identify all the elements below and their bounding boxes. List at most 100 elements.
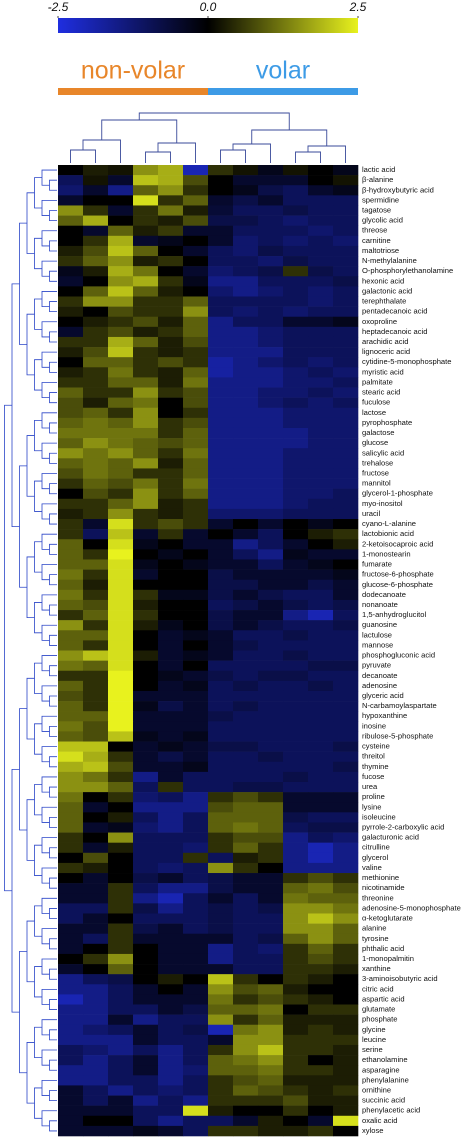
heatmap-cell	[108, 599, 134, 611]
heatmap-cell	[233, 235, 259, 247]
heatmap-cell	[183, 529, 209, 540]
heatmap-cell	[233, 245, 259, 257]
heatmap-cell	[158, 873, 184, 884]
heatmap-cell	[283, 711, 309, 722]
heatmap-cell	[333, 822, 359, 833]
heatmap-cell	[108, 701, 134, 712]
heatmap-cell	[333, 296, 359, 307]
heatmap-cell	[308, 1075, 334, 1086]
heatmap-cell	[283, 235, 309, 247]
heatmap-cell	[333, 508, 359, 520]
row-label: glyceric acid	[362, 691, 404, 700]
heatmap-cell	[158, 347, 184, 358]
heatmap-cell	[183, 751, 209, 763]
heatmap-cell	[283, 367, 309, 378]
heatmap-cell	[233, 852, 259, 864]
heatmap-cell	[58, 974, 84, 985]
heatmap-cell	[58, 559, 84, 570]
heatmap-cell	[108, 1055, 134, 1066]
row-label: serine	[362, 1045, 383, 1054]
heatmap-cell	[258, 781, 284, 793]
heatmap-cell	[308, 276, 334, 287]
heatmap-cell	[258, 589, 284, 601]
row-label: phenylalanine	[362, 1075, 409, 1084]
row-label: α-ketoglutarate	[362, 914, 413, 923]
heatmap-cell	[58, 903, 84, 914]
heatmap-cell	[83, 1095, 109, 1106]
heatmap-cell	[158, 640, 184, 651]
heatmap-cell	[283, 792, 309, 803]
heatmap-cell	[258, 1024, 284, 1036]
heatmap-cell	[183, 620, 209, 631]
heatmap-cell	[208, 610, 234, 621]
heatmap-cell	[233, 660, 259, 672]
heatmap-cell	[258, 852, 284, 864]
heatmap-cell	[58, 286, 84, 297]
heatmap-cell	[133, 326, 159, 338]
heatmap-cell	[183, 842, 209, 854]
row-dendrogram	[4, 169, 57, 1132]
heatmap-cell	[158, 377, 184, 388]
heatmap-cell	[108, 1095, 134, 1106]
heatmap-cell	[258, 711, 284, 722]
heatmap-cell	[258, 427, 284, 439]
heatmap-cell	[158, 1075, 184, 1086]
heatmap-cell	[158, 761, 184, 773]
heatmap-cell	[58, 812, 84, 823]
heatmap-cell	[233, 185, 259, 196]
heatmap-cell	[183, 205, 209, 216]
heatmap-cell	[183, 1004, 209, 1015]
heatmap-cell	[183, 1044, 209, 1056]
heatmap-cell	[258, 933, 284, 945]
heatmap-cell	[233, 326, 259, 338]
row-label: trehalose	[362, 458, 393, 467]
heatmap-cell	[83, 296, 109, 307]
heatmap-cell	[158, 316, 184, 328]
heatmap-cell	[183, 519, 209, 530]
heatmap-cell	[133, 721, 159, 732]
heatmap-cell	[283, 1024, 309, 1036]
heatmap-cell	[183, 266, 209, 277]
heatmap-cell	[308, 438, 334, 449]
heatmap-cell	[158, 478, 184, 489]
heatmap-cell	[258, 964, 284, 975]
heatmap-cell	[308, 1105, 334, 1117]
heatmap-cell	[208, 893, 234, 904]
heatmap-cell	[83, 852, 109, 864]
heatmap-cell	[183, 347, 209, 358]
heatmap-cell	[308, 620, 334, 631]
heatmap-cell	[158, 883, 184, 894]
heatmap-cell	[208, 185, 234, 196]
heatmap-cell	[83, 1105, 109, 1117]
heatmap-cell	[283, 458, 309, 469]
heatmap-cell	[183, 1055, 209, 1066]
heatmap-cell	[83, 579, 109, 591]
row-label: pyruvate	[362, 661, 391, 670]
heatmap-cell	[183, 802, 209, 813]
row-label: fuculose	[362, 398, 390, 407]
heatmap-cell	[58, 893, 84, 904]
heatmap-cell	[133, 923, 159, 935]
heatmap-cell	[308, 306, 334, 318]
heatmap-cell	[83, 559, 109, 570]
heatmap-cell	[83, 873, 109, 884]
heatmap-cell	[333, 427, 359, 439]
row-label: galactose	[362, 428, 395, 437]
heatmap-cell	[58, 832, 84, 843]
heatmap-cell	[233, 792, 259, 803]
row-label: citrulline	[362, 843, 390, 852]
heatmap-cell	[58, 842, 84, 854]
row-label: galacturonic acid	[362, 833, 419, 842]
heatmap-cell	[308, 680, 334, 692]
heatmap-cell	[108, 427, 134, 439]
heatmap-cell	[258, 660, 284, 672]
heatmap-cell	[258, 235, 284, 247]
heatmap-cell	[83, 1055, 109, 1066]
heatmap-cell	[308, 316, 334, 328]
heatmap-cell	[58, 1055, 84, 1066]
heatmap-cell	[208, 266, 234, 277]
heatmap-cell	[233, 883, 259, 894]
row-label: thymine	[362, 762, 389, 771]
heatmap-cell	[308, 175, 334, 186]
row-label: aspartic acid	[362, 994, 405, 1003]
